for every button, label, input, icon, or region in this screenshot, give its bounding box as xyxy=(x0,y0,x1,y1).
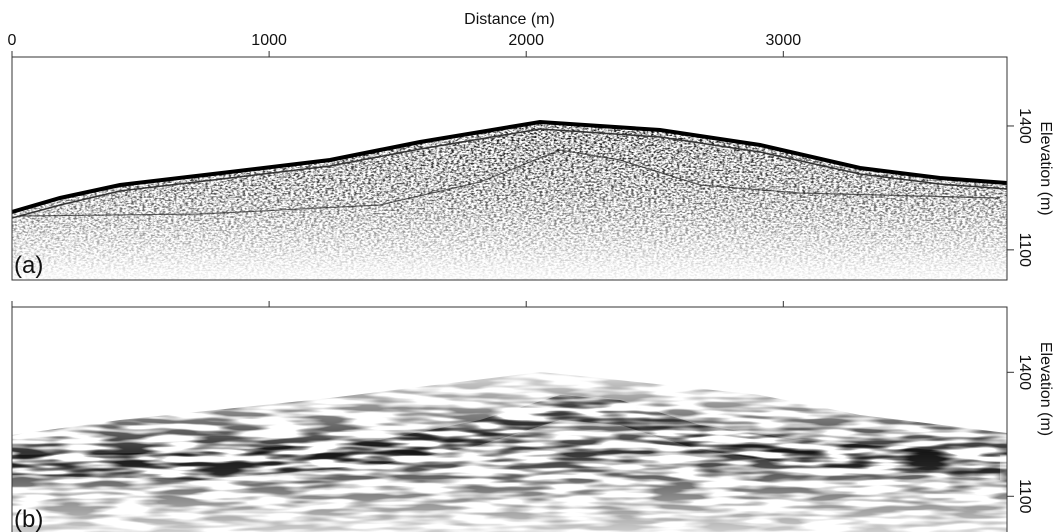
radargram-b xyxy=(12,372,1007,532)
x-tick-label: 0 xyxy=(8,32,17,49)
x-tick-label: 1000 xyxy=(251,32,287,49)
panel-label: (a) xyxy=(14,252,43,279)
y-tick-label: 1100 xyxy=(1016,479,1033,514)
panel-label: (b) xyxy=(14,506,43,532)
y-tick-label: 1100 xyxy=(1016,233,1033,268)
panel-frame xyxy=(11,56,1008,281)
radargram-a xyxy=(12,119,1007,280)
y-axis-label: Elevation (m) xyxy=(1037,342,1054,436)
y-axis-label: Elevation (m) xyxy=(1037,121,1054,215)
y-tick-label: 1400 xyxy=(1016,108,1033,144)
x-tick-label: 2000 xyxy=(508,32,544,49)
y-tick-label: 1400 xyxy=(1016,355,1033,391)
x-tick-label: 3000 xyxy=(766,32,802,49)
x-axis-label: Distance (m) xyxy=(464,11,555,28)
panel-frame xyxy=(11,306,1008,532)
